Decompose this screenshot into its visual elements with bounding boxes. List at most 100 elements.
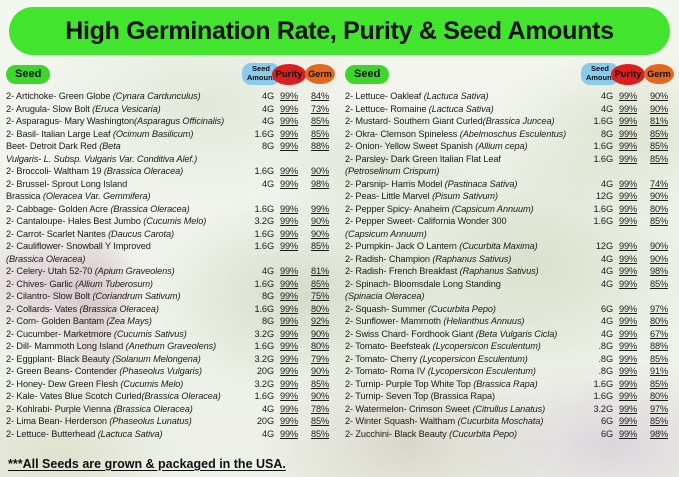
seed-amount-value: 4G xyxy=(600,91,613,101)
seed-amount-value: 1.6G xyxy=(593,116,613,126)
seed-row: 2- Collards- Vates (Brassica Oleracea) 1.… xyxy=(6,303,336,316)
seed-amount-value: 20G xyxy=(256,366,274,376)
germ-value: 85% xyxy=(310,128,330,139)
seed-row: 2- Lima Bean- Herderson (Phaseolus Lunat… xyxy=(6,415,336,428)
germ-value: 79% xyxy=(310,353,330,364)
seed-row: 2- Watermelon- Crimson Sweet (Citrullus … xyxy=(345,403,675,416)
seed-row: 2- Sunflower- Mammoth (Helianthus Annuus… xyxy=(345,315,675,328)
seed-amount-value: 6G xyxy=(600,303,613,314)
seed-name: 2- Chives- Garlic (Allium Tuberosum) xyxy=(6,278,153,289)
seed-row: 2- Turnip- Seven Top (Brassica Rapa) 1.6G… xyxy=(345,390,675,403)
germ-value: 90% xyxy=(310,216,330,226)
seed-row: 2- Carrot- Scarlet Nantes (Daucus Carota… xyxy=(6,228,336,241)
seed-row: 2- Asparagus- Mary Washington(Asparagus … xyxy=(6,115,336,128)
seed-row: 2- Kale- Vates Blue Scotch Curled(Brassi… xyxy=(6,390,336,403)
seed-name: 2- Watermelon- Crimson Sweet (Citrullus … xyxy=(345,403,546,414)
seed-name: 2- Tomato- Beefsteak (Lycopersicon Escul… xyxy=(345,341,541,351)
seed-name: 2- Broccoli- Waltham 19 (Brassica Olerac… xyxy=(6,166,184,176)
germ-value: 91% xyxy=(649,366,669,376)
purity-value: 99% xyxy=(618,128,638,139)
seed-amount-value: 1.6G xyxy=(593,203,613,214)
seed-amount-value: 1.6G xyxy=(254,128,274,139)
seed-name: Beet- Detroit Dark Red (Beta xyxy=(6,141,121,151)
seed-name: 2- Swiss Chard- Fordhook Giant (Beta Vul… xyxy=(345,328,558,339)
purity-value: 99% xyxy=(618,91,638,101)
germ-value: 80% xyxy=(649,203,669,214)
seed-name: 2- Dill- Mammoth Long Island (Anethum Gr… xyxy=(6,341,217,351)
seed-amount-value: 4G xyxy=(261,266,274,276)
purity-value: 99% xyxy=(618,353,638,364)
germ-value: 90% xyxy=(310,366,330,376)
seed-amount-value: 1.6G xyxy=(254,228,274,239)
germ-value: 80% xyxy=(649,391,669,401)
seed-name: 2- Pumpkin- Jack O Lantern (Cucurbita Ma… xyxy=(345,241,538,251)
seed-row: 2- Eggplant- Black Beauty (Solanum Melon… xyxy=(6,353,336,366)
seed-row: 2- Peas- Little Marvel (Pisum Sativum) 12… xyxy=(345,190,675,203)
seed-row: 2- Turnip- Purple Top White Top (Brassic… xyxy=(345,378,675,391)
germ-value: 85% xyxy=(649,378,669,389)
germ-value: 81% xyxy=(310,266,330,276)
seed-name-continued: (Spinacia Oleracea) xyxy=(345,291,425,301)
seed-amount-value: 8G xyxy=(261,141,274,151)
germ-value: 90% xyxy=(649,91,669,101)
seed-row: 2- Mustard- Southern Giant Curled(Brassi… xyxy=(345,115,675,128)
seed-amount-value: 4G xyxy=(600,316,613,326)
germ-value: 97% xyxy=(649,403,669,414)
seed-amount-value: 3.2G xyxy=(254,378,274,389)
seed-amount-value: 1.6G xyxy=(593,153,613,164)
purity-value: 99% xyxy=(618,241,638,251)
seed-row: 2- Tomato- Roma IV (Lycopersicon Esculen… xyxy=(345,365,675,378)
seed-amount-value: 12G xyxy=(595,191,613,201)
germ-value: 84% xyxy=(310,91,330,101)
seed-row: 2- Kohlrabi- Purple Vienna (Brassica Ole… xyxy=(6,403,336,416)
seed-name: 2- Cucumber- Marketmore (Cucumis Sativus… xyxy=(6,328,187,339)
seed-amount-value: 1.6G xyxy=(254,341,274,351)
seed-amount-value: 4G xyxy=(600,266,613,276)
purity-value: 99% xyxy=(279,216,299,226)
purity-value: 99% xyxy=(618,278,638,289)
seed-amount-value: 4G xyxy=(261,403,274,414)
seed-row: 2- Cucumber- Marketmore (Cucumis Sativus… xyxy=(6,328,336,341)
seed-amount-value: 4G xyxy=(600,103,613,114)
germ-value: 90% xyxy=(649,241,669,251)
seed-name: 2- Zucchini- Black Beauty (Cucurbita Pep… xyxy=(345,428,517,439)
seed-row: 2- Lettuce- Oakleaf (Lactuca Sativa) 4G 99… xyxy=(345,90,675,103)
seed-rows-left: 2- Artichoke- Green Globe (Cynara Cardun… xyxy=(6,90,336,440)
seed-row: 2- Brussel- Sprout Long Island 4G 99% 98% Br… xyxy=(6,178,336,203)
purity-value: 99% xyxy=(279,316,299,326)
seed-row: 2- Tomato- Cherry (Lycopersicon Esculent… xyxy=(345,353,675,366)
purity-value: 99% xyxy=(618,141,638,151)
purity-value: 99% xyxy=(618,153,638,164)
purity-value: 99% xyxy=(279,341,299,351)
purity-value: 99% xyxy=(618,328,638,339)
germ-value: 85% xyxy=(649,216,669,226)
page-title: High Germination Rate, Purity & Seed Amo… xyxy=(9,7,670,55)
purity-value: 99% xyxy=(279,228,299,239)
seed-name: 2- Honey- Dew Green Flesh (Cucumis Melo) xyxy=(6,378,184,389)
seed-row: 2- Basil- Italian Large Leaf (Ocimum Bas… xyxy=(6,128,336,141)
seed-row: 2- Dill- Mammoth Long Island (Anethum Gr… xyxy=(6,340,336,353)
seed-name: 2- Lettuce- Oakleaf (Lactuca Sativa) xyxy=(345,91,489,101)
germ-value: 85% xyxy=(310,116,330,126)
seed-row: 2- Lettuce- Butterhead (Lactuca Sativa) 4… xyxy=(6,428,336,441)
seed-row: 2- Chives- Garlic (Allium Tuberosum) 1.6G… xyxy=(6,278,336,291)
seed-amount-value: .8G xyxy=(598,353,613,364)
seed-name-continued: (Petroselinum Crispum) xyxy=(345,166,440,176)
seed-name: 2- Basil- Italian Large Leaf (Ocimum Bas… xyxy=(6,128,194,139)
seed-name: 2- Celery- Utah 52-70 (Apium Graveolens) xyxy=(6,266,175,276)
seed-amount-badge: Seed Amount xyxy=(241,63,281,85)
seed-row: 2- Winter Squash- Waltham (Cucurbita Mos… xyxy=(345,415,675,428)
purity-value: 99% xyxy=(279,266,299,276)
seed-name: 2- Parsnip- Harris Model (Pastinaca Sati… xyxy=(345,178,518,189)
seed-amount-value: .8G xyxy=(598,341,613,351)
seed-row: 2- Cauliflower- Snowball Y Improved 1.6G 9… xyxy=(6,240,336,265)
purity-value: 99% xyxy=(618,428,638,439)
purity-value: 99% xyxy=(279,291,299,301)
seed-row: 2- Parsley- Dark Green Italian Flat Leaf… xyxy=(345,153,675,178)
seed-name: 2- Green Beans- Contender (Phaseolus Vul… xyxy=(6,366,202,376)
seed-amount-value: 3.2G xyxy=(254,216,274,226)
seed-amount-value: 4G xyxy=(261,91,274,101)
seed-name: 2- Kohlrabi- Purple Vienna (Brassica Ole… xyxy=(6,403,193,414)
germ-value: 88% xyxy=(310,141,330,151)
purity-value: 99% xyxy=(279,366,299,376)
